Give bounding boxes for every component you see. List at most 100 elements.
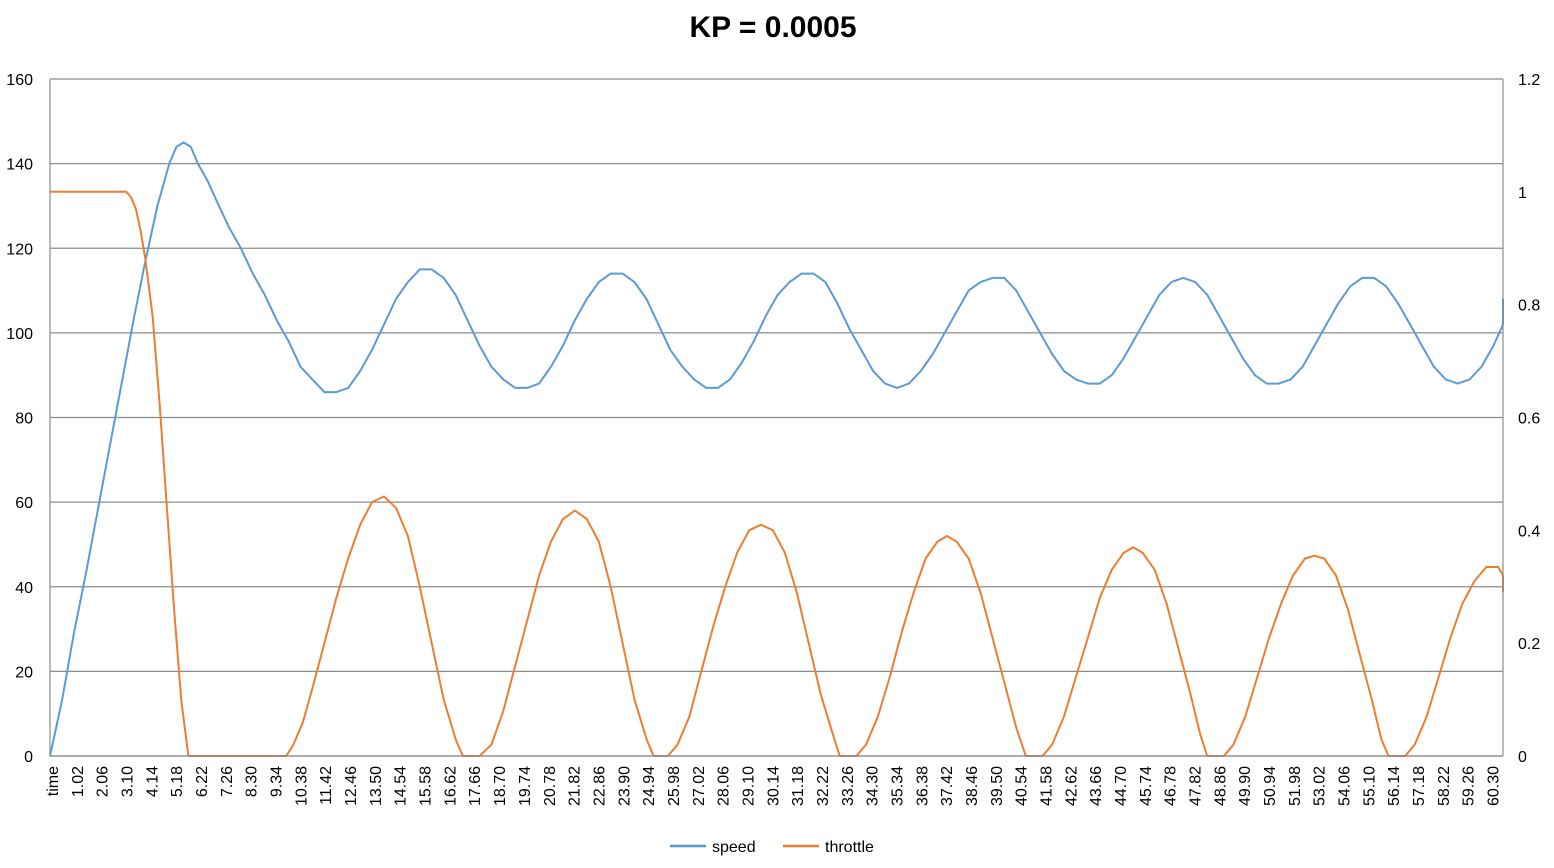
x-tick-label: 56.14 bbox=[1386, 766, 1403, 806]
legend: speed throttle bbox=[670, 839, 874, 856]
x-tick: 50.94 bbox=[1262, 766, 1279, 806]
x-tick: 32.22 bbox=[815, 766, 832, 806]
x-tick-label: 1.02 bbox=[70, 766, 87, 797]
series-line-speed bbox=[49, 141, 1504, 757]
x-tick-label: 9.34 bbox=[269, 766, 286, 797]
x-tick-label: 20.78 bbox=[542, 766, 559, 806]
series-line-throttle bbox=[50, 190, 1504, 757]
x-axis-tick-labels: time 1.02 2.06 3.10 4.14 5.18 6.22 7.26 8.30 9.34… bbox=[45, 766, 1503, 806]
y-tick-label-right: 0.6 bbox=[1518, 411, 1540, 428]
x-tick: 9.34 bbox=[269, 766, 286, 797]
x-tick: 7.26 bbox=[219, 766, 236, 797]
x-tick: 37.42 bbox=[939, 766, 956, 806]
y-tick-label-right: 0.2 bbox=[1518, 636, 1540, 653]
legend-item-speed: speed bbox=[670, 839, 756, 856]
x-tick: 12.46 bbox=[343, 766, 360, 806]
x-tick-label: 7.26 bbox=[219, 766, 236, 797]
x-tick: 45.74 bbox=[1138, 766, 1155, 806]
x-tick-label: 14.54 bbox=[393, 766, 410, 806]
x-tick-label: 37.42 bbox=[939, 766, 956, 806]
x-tick-label: 17.66 bbox=[467, 766, 484, 806]
x-tick: 47.82 bbox=[1188, 766, 1205, 806]
x-tick-label: 19.74 bbox=[517, 766, 534, 806]
x-tick-label: 40.54 bbox=[1014, 766, 1031, 806]
x-tick: 54.06 bbox=[1337, 766, 1354, 806]
x-tick-label: 11.42 bbox=[318, 766, 335, 805]
x-tick: 38.46 bbox=[964, 766, 981, 806]
x-tick-label: 6.22 bbox=[194, 766, 211, 797]
x-tick-label: 41.58 bbox=[1039, 766, 1056, 806]
y-tick-label-left: 120 bbox=[6, 241, 33, 258]
x-tick-label: 45.74 bbox=[1138, 766, 1155, 806]
x-tick: 21.82 bbox=[567, 766, 584, 806]
x-tick-label: 48.86 bbox=[1212, 766, 1229, 806]
x-tick-label: 13.50 bbox=[368, 766, 385, 806]
x-tick-label: 25.98 bbox=[666, 766, 683, 806]
x-tick: 4.14 bbox=[144, 766, 161, 797]
x-tick: 25.98 bbox=[666, 766, 683, 806]
x-tick-label: 57.18 bbox=[1411, 766, 1428, 806]
x-tick: 42.62 bbox=[1063, 766, 1080, 806]
x-tick: 27.02 bbox=[691, 766, 708, 806]
x-tick: 53.02 bbox=[1312, 766, 1329, 806]
x-tick-label: 46.78 bbox=[1163, 766, 1180, 806]
x-tick-label: 49.90 bbox=[1237, 766, 1254, 806]
y-tick-label-right: 0.4 bbox=[1518, 523, 1540, 540]
x-tick-label: 55.10 bbox=[1361, 766, 1378, 806]
x-tick: 10.38 bbox=[293, 766, 310, 806]
x-tick: 44.70 bbox=[1113, 766, 1130, 806]
x-tick: 43.66 bbox=[1088, 766, 1105, 806]
y-tick-label-left: 160 bbox=[6, 72, 33, 89]
x-tick: 40.54 bbox=[1014, 766, 1031, 806]
y-tick-label-right: 1.2 bbox=[1518, 72, 1540, 89]
x-tick: 1.02 bbox=[70, 766, 87, 797]
x-tick-label: 59.26 bbox=[1461, 766, 1478, 806]
x-tick-label: 43.66 bbox=[1088, 766, 1105, 806]
y-tick-label-left: 20 bbox=[15, 664, 33, 681]
x-tick: time bbox=[45, 766, 62, 796]
x-tick: 29.10 bbox=[740, 766, 757, 806]
x-tick-label: 5.18 bbox=[169, 766, 186, 797]
x-tick-label: 12.46 bbox=[343, 766, 360, 806]
x-tick: 59.26 bbox=[1461, 766, 1478, 806]
x-tick-label: 15.58 bbox=[418, 766, 435, 806]
plot-series bbox=[49, 141, 1504, 757]
x-tick-label: 47.82 bbox=[1188, 766, 1205, 806]
x-tick-label: 18.70 bbox=[492, 766, 509, 806]
x-tick-label: 21.82 bbox=[567, 766, 584, 806]
gridlines bbox=[50, 78, 1503, 757]
x-tick-label: 51.98 bbox=[1287, 766, 1304, 806]
x-tick: 41.58 bbox=[1039, 766, 1056, 806]
x-tick-label: 58.22 bbox=[1436, 766, 1453, 806]
y-tick-label-left: 0 bbox=[24, 749, 33, 766]
x-tick-label: 33.26 bbox=[840, 766, 857, 806]
x-tick-label: 8.30 bbox=[244, 766, 261, 797]
x-tick: 49.90 bbox=[1237, 766, 1254, 806]
x-tick: 15.58 bbox=[418, 766, 435, 806]
x-tick-label: 24.94 bbox=[641, 766, 658, 806]
x-tick-label: 32.22 bbox=[815, 766, 832, 806]
x-tick-label: 31.18 bbox=[790, 766, 807, 806]
x-tick-label: 36.38 bbox=[914, 766, 931, 806]
x-tick: 17.66 bbox=[467, 766, 484, 806]
x-tick-label: 38.46 bbox=[964, 766, 981, 806]
y-tick-label-left: 60 bbox=[15, 495, 33, 512]
x-tick: 34.30 bbox=[865, 766, 882, 806]
x-tick-label: 16.62 bbox=[442, 766, 459, 806]
x-tick-label: time bbox=[45, 766, 62, 796]
x-tick-label: 28.06 bbox=[716, 766, 733, 806]
y-tick-label-right: 0 bbox=[1518, 749, 1527, 766]
x-tick: 39.50 bbox=[989, 766, 1006, 806]
legend-label: speed bbox=[712, 839, 756, 856]
x-tick: 8.30 bbox=[244, 766, 261, 797]
x-tick: 20.78 bbox=[542, 766, 559, 806]
x-tick: 46.78 bbox=[1163, 766, 1180, 806]
y-tick-label-left: 80 bbox=[15, 411, 33, 428]
x-tick: 30.14 bbox=[765, 766, 782, 806]
x-tick-label: 29.10 bbox=[740, 766, 757, 806]
x-tick-label: 60.30 bbox=[1486, 766, 1503, 806]
x-tick: 16.62 bbox=[442, 766, 459, 806]
legend-item-throttle: throttle bbox=[783, 839, 874, 856]
x-tick-label: 3.10 bbox=[120, 766, 137, 797]
